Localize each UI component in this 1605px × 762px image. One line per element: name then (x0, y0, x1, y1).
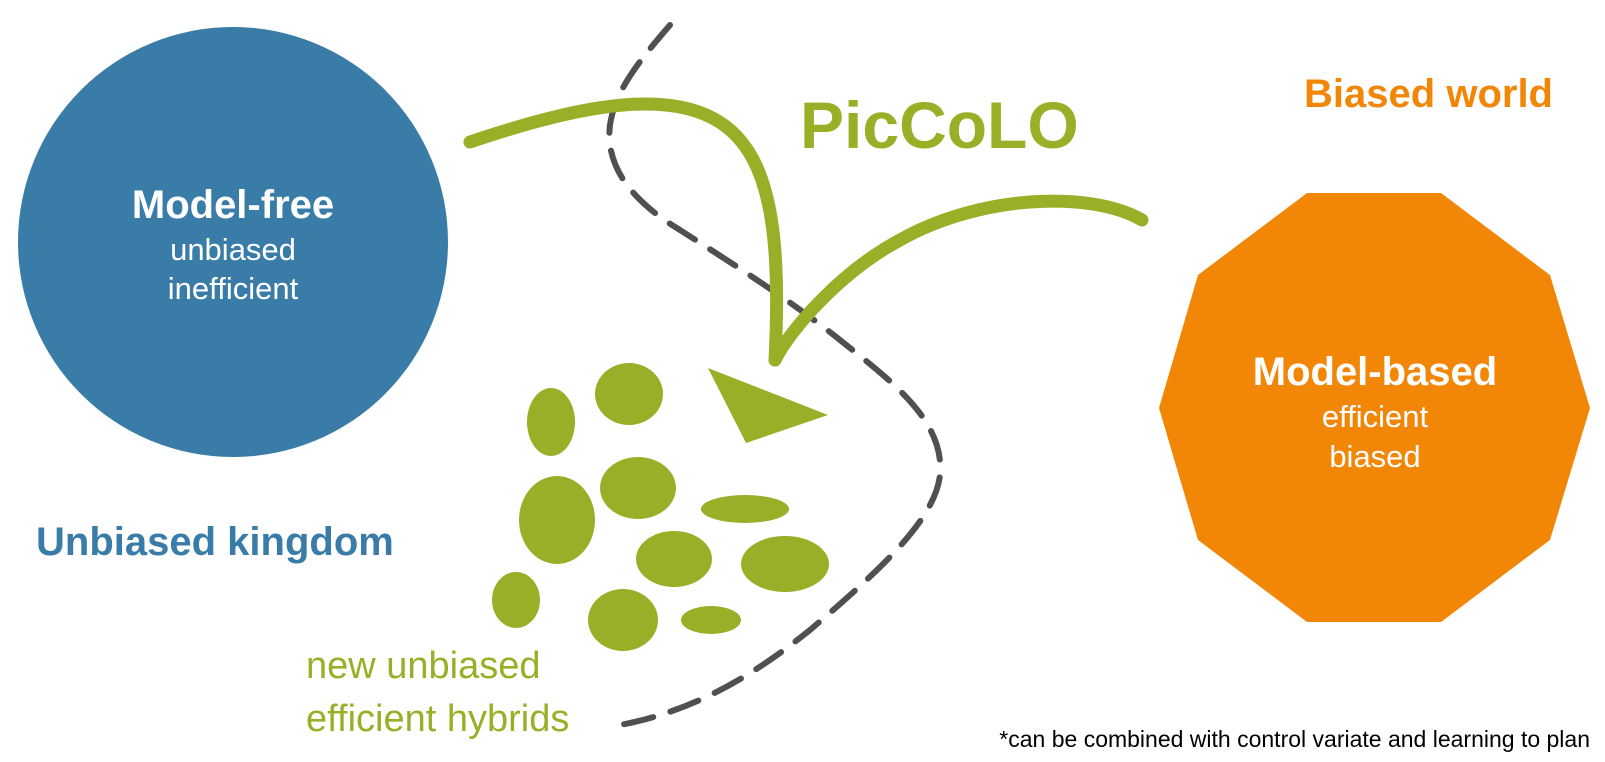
model-free-node: Model-free unbiased inefficient (18, 27, 448, 457)
arrow-head (708, 368, 828, 443)
model-based-decagon (1159, 193, 1590, 622)
model-free-title: Model-free (132, 183, 334, 227)
model-free-line2: inefficient (168, 271, 299, 306)
model-free-circle (18, 27, 448, 457)
model-free-line1: unbiased (170, 232, 296, 267)
model-based-node: Model-based efficient biased (1159, 193, 1590, 622)
footnote: *can be combined with control variate an… (999, 726, 1590, 752)
hybrid-blobs (492, 363, 829, 651)
hybrid-blob (636, 531, 712, 587)
hybrid-blob (492, 572, 540, 628)
hybrid-blob (527, 388, 575, 456)
dashed-boundary (606, 22, 944, 728)
hybrids-label-line2: efficient hybrids (306, 698, 569, 740)
hybrid-blob (701, 495, 789, 523)
hybrid-blob (595, 363, 663, 425)
biased-world-label: Biased world (1304, 72, 1553, 116)
model-based-line1: efficient (1322, 399, 1429, 434)
hybrid-blob (519, 476, 595, 564)
hybrid-blob (741, 536, 829, 592)
hybrid-blob (600, 457, 676, 519)
hybrids-label-line1: new unbiased (306, 645, 541, 687)
hybrid-blob (681, 606, 741, 634)
piccolo-title: PicCoLO (800, 88, 1079, 162)
arrow-from-model-based (768, 194, 1149, 367)
hybrid-blob (588, 589, 658, 651)
model-based-title: Model-based (1253, 350, 1497, 394)
model-based-line2: biased (1329, 439, 1420, 474)
unbiased-kingdom-label: Unbiased kingdom (36, 520, 394, 564)
arrow-from-model-free (463, 97, 784, 367)
